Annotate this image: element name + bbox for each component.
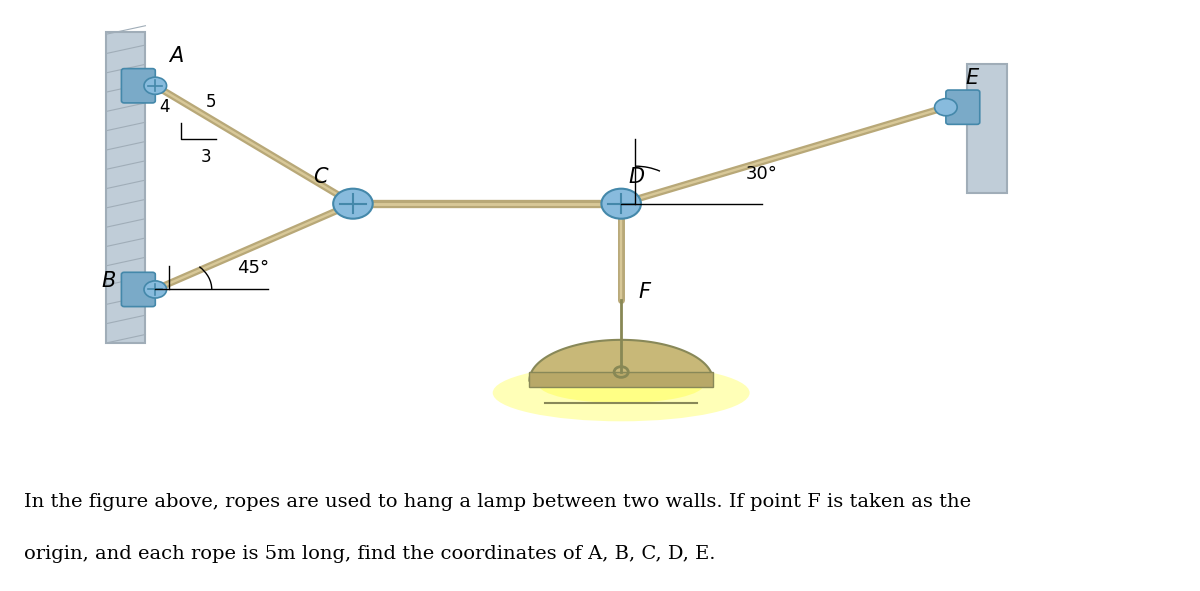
Text: B: B [101, 271, 115, 291]
Circle shape [144, 281, 167, 298]
Text: D: D [629, 167, 644, 187]
Ellipse shape [493, 364, 750, 421]
Text: 45°: 45° [238, 259, 269, 277]
Text: In the figure above, ropes are used to hang a lamp between two walls. If point F: In the figure above, ropes are used to h… [24, 493, 971, 511]
Text: E: E [966, 68, 979, 88]
Text: 4: 4 [158, 98, 169, 116]
Circle shape [601, 189, 641, 219]
Polygon shape [529, 340, 713, 381]
FancyBboxPatch shape [121, 272, 155, 307]
FancyBboxPatch shape [946, 90, 979, 124]
Circle shape [935, 99, 958, 116]
Text: F: F [638, 281, 650, 301]
Text: 3: 3 [200, 148, 211, 166]
Text: 5: 5 [206, 93, 217, 111]
Bar [529, 372, 713, 387]
Bar [106, 32, 145, 343]
Circle shape [334, 189, 373, 219]
Text: A: A [169, 47, 184, 66]
FancyBboxPatch shape [121, 69, 155, 103]
Text: 30°: 30° [745, 165, 778, 183]
Bar [967, 64, 1007, 193]
Ellipse shape [539, 366, 703, 403]
Text: C: C [313, 167, 328, 187]
Circle shape [144, 77, 167, 95]
Text: origin, and each rope is 5m long, find the coordinates of A, B, C, D, E.: origin, and each rope is 5m long, find t… [24, 545, 715, 563]
